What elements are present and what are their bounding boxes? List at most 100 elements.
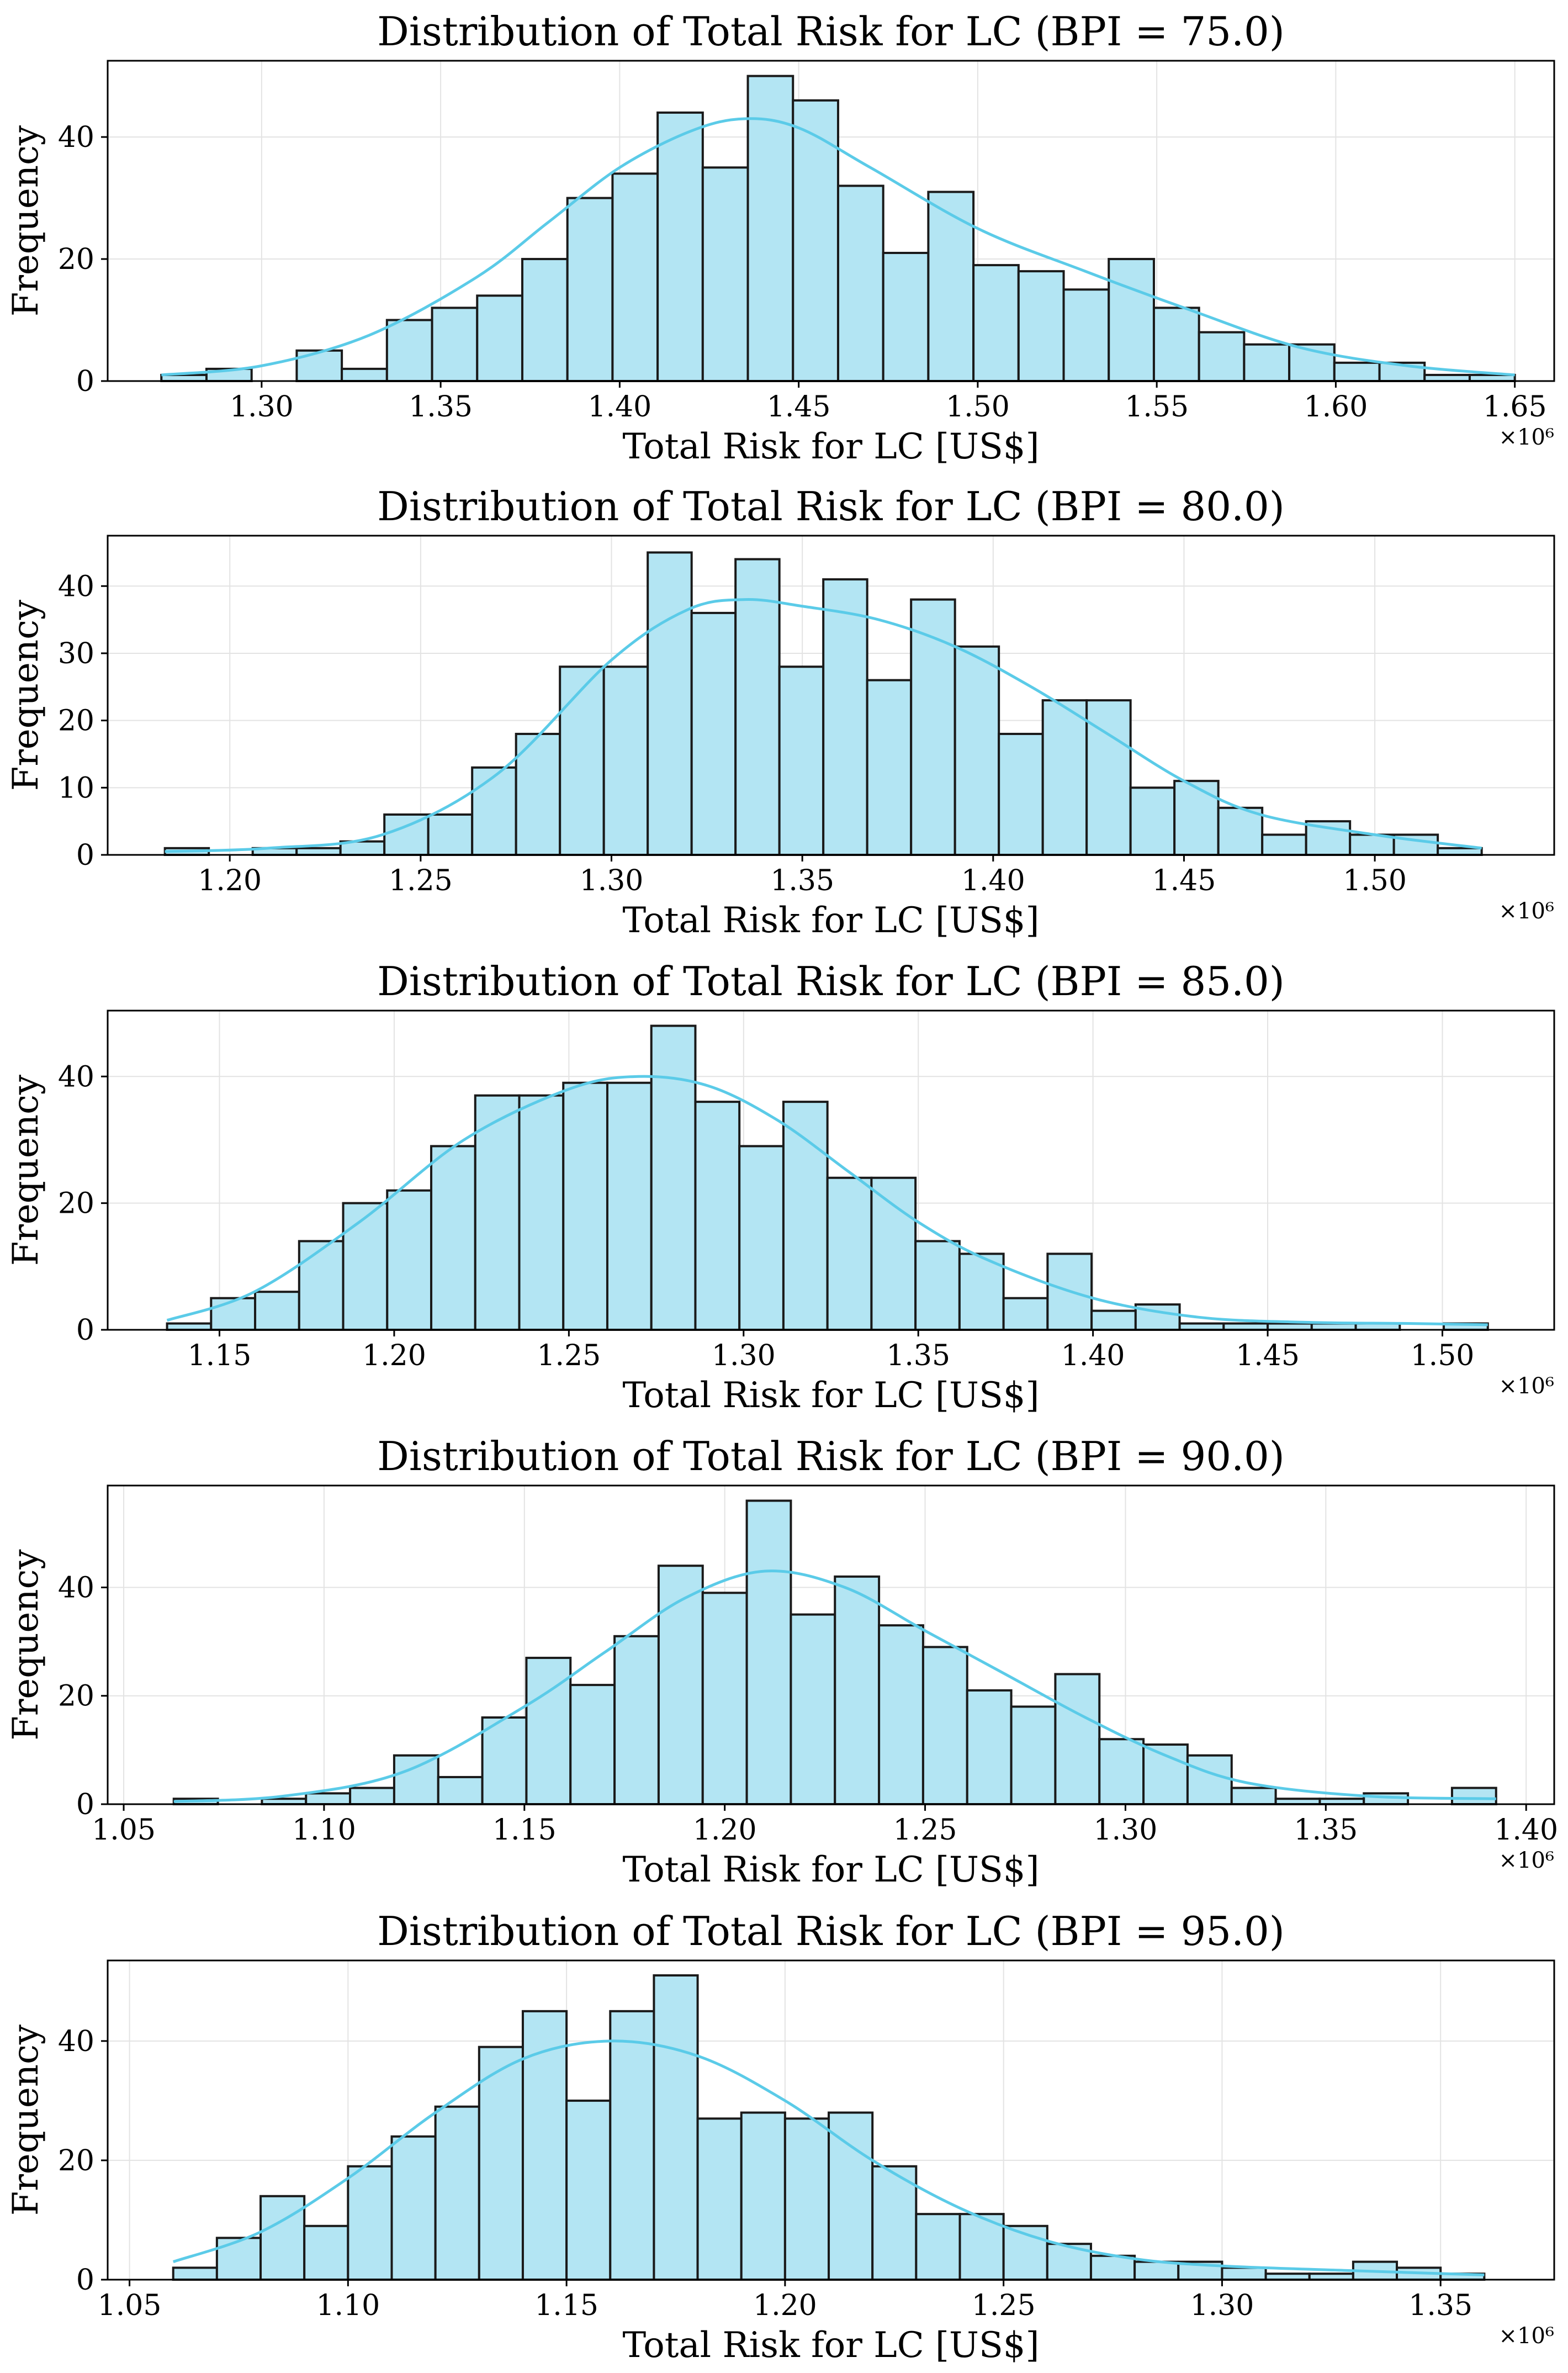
x-tick-label: 1.30 (1190, 2289, 1254, 2322)
histogram-bar (738, 1145, 785, 1331)
histogram-bar (1108, 258, 1155, 382)
histogram-bar (1010, 1705, 1057, 1806)
x-tick-label: 1.35 (770, 864, 834, 897)
histogram-bar (613, 1635, 660, 1805)
histogram-bar (341, 367, 388, 383)
histogram-bar (430, 1145, 476, 1331)
x-tick-label: 1.10 (316, 2289, 380, 2322)
histogram-bar (834, 1575, 881, 1806)
histogram-bar (611, 172, 659, 382)
histogram-bar (385, 319, 433, 382)
histogram-bar (653, 1974, 699, 2281)
y-axis-label: Frequency (6, 1075, 46, 1266)
x-tick-label: 1.30 (580, 864, 644, 897)
y-tick-label: 40 (58, 2025, 94, 2058)
y-tick-label: 20 (58, 243, 94, 276)
x-tick-label: 1.45 (1152, 864, 1216, 897)
x-tick-label: 1.20 (753, 2289, 817, 2322)
x-tick-label: 1.30 (230, 390, 294, 424)
histogram-bar (1310, 1322, 1357, 1331)
kde-curve (166, 1075, 1488, 1326)
x-tick-label: 1.20 (198, 864, 262, 897)
histogram-bar (966, 1689, 1013, 1805)
histogram-bar (647, 551, 693, 856)
y-tick-label: 40 (58, 1571, 94, 1604)
y-tick-label: 30 (58, 637, 94, 670)
histogram-bar (836, 184, 884, 382)
histogram-bar (1333, 361, 1381, 382)
histogram-bar (826, 1176, 873, 1331)
histogram-bar (734, 558, 781, 856)
histogram-bar (822, 578, 868, 856)
y-axis-label: Frequency (6, 2025, 46, 2216)
x-axis-offset-label: ×10⁶ (1499, 1373, 1554, 1399)
y-tick-label: 40 (58, 570, 94, 603)
histogram-bar (295, 847, 342, 856)
x-axis-offset-label: ×10⁶ (1499, 1848, 1554, 1873)
y-axis-label: Frequency (6, 600, 46, 791)
plot-frame (107, 1959, 1555, 2281)
histogram-bar (972, 264, 1020, 382)
histogram-bar (393, 1754, 439, 1805)
x-tick-label: 1.05 (92, 1814, 156, 1847)
histogram-bar (1129, 786, 1176, 857)
histogram-bar (478, 2046, 524, 2281)
histogram-bar (386, 1189, 433, 1331)
y-tick-label: 0 (76, 839, 94, 872)
y-tick-label: 40 (58, 121, 94, 154)
histogram-bar (1308, 2272, 1354, 2281)
histogram-bar (1152, 306, 1200, 383)
histogram-bar (1264, 2272, 1311, 2281)
kde-curve (172, 2039, 1485, 2276)
histogram-bar (1017, 270, 1065, 382)
x-tick-label: 1.30 (1094, 1814, 1158, 1847)
histogram-bar (160, 373, 208, 383)
plot-frame (107, 60, 1555, 382)
histogram-bar (696, 2117, 743, 2281)
x-tick-label: 1.65 (1483, 390, 1547, 424)
histogram-bar (476, 294, 523, 382)
x-axis-label: Total Risk for LC [US$] (623, 426, 1040, 467)
kde-curve (173, 1569, 1496, 1803)
x-tick-label: 1.40 (961, 864, 1025, 897)
histogram-bar (921, 1646, 968, 1805)
x-tick-label: 1.25 (389, 864, 453, 897)
y-tick-label: 20 (58, 705, 94, 738)
x-axis-label: Total Risk for LC [US$] (623, 1849, 1040, 1890)
y-tick-label: 0 (76, 1314, 94, 1347)
y-axis-label: Frequency (6, 125, 46, 316)
chart-title: Distribution of Total Risk for LC (BPI =… (377, 958, 1285, 1005)
histogram-bar (656, 111, 704, 382)
histogram-bar (390, 2135, 437, 2281)
histogram-bar (259, 2195, 306, 2281)
histogram-bar (1198, 331, 1246, 382)
x-tick-label: 1.60 (1304, 390, 1368, 424)
histogram-bar (1450, 1787, 1497, 1806)
y-tick-label: 10 (58, 771, 94, 805)
y-tick-label: 0 (76, 1788, 94, 1821)
histogram-bar (471, 766, 517, 857)
histogram-bar (1267, 1322, 1313, 1331)
histogram-bar (515, 732, 561, 856)
histogram-bar (481, 1716, 528, 1805)
histogram-bar (915, 2213, 961, 2281)
histogram-bar (782, 1101, 829, 1331)
histogram-bar (1423, 373, 1471, 383)
y-tick-label: 20 (58, 1680, 94, 1713)
x-tick-label: 1.35 (409, 390, 473, 424)
histogram-bar (1054, 1673, 1101, 1805)
histogram-bar (1089, 2254, 1136, 2281)
chart-title: Distribution of Total Risk for LC (BPI =… (377, 1433, 1285, 1479)
histogram-bar (1217, 806, 1264, 856)
x-tick-label: 1.20 (362, 1339, 426, 1372)
histogram-bar (172, 2266, 218, 2281)
histogram-bar (1041, 699, 1088, 857)
x-tick-label: 1.50 (946, 390, 1010, 424)
histogram-bar (701, 166, 749, 382)
x-tick-label: 1.10 (292, 1814, 356, 1847)
y-tick-label: 0 (76, 2264, 94, 2297)
y-tick-label: 20 (58, 2144, 94, 2178)
x-tick-label: 1.20 (693, 1814, 757, 1847)
histogram-bar (210, 1297, 257, 1331)
histogram-bar (559, 665, 605, 856)
